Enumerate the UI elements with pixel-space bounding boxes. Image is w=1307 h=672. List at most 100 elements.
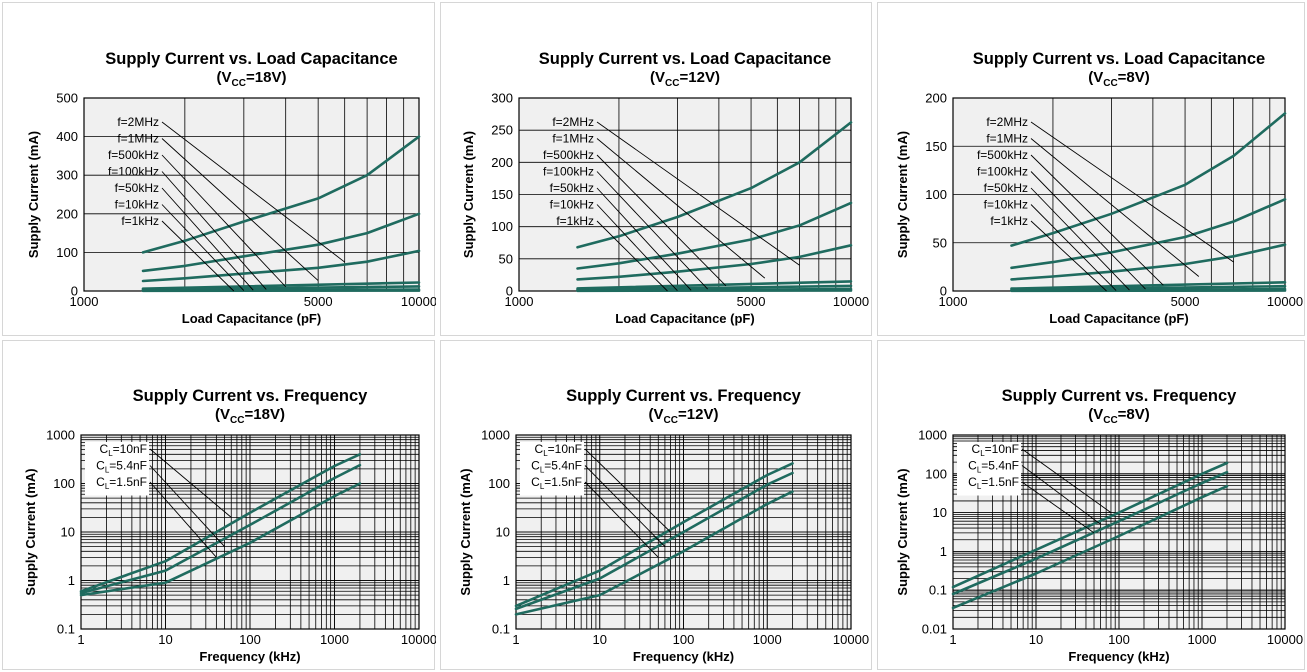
subtitle-prefix: (V [649,406,664,423]
legend-label-prefix: C [535,442,544,456]
legend-label-prefix: C [100,442,109,456]
legend-label: f=2MHz [552,115,594,129]
subtitle-subscript: CC [1103,78,1117,89]
chart-title: Supply Current vs. Load Capacitance [105,50,398,68]
chart-panel-2: Supply Current vs. Load Capacitance (VCC=… [440,2,872,336]
legend-label-suffix: =10nF [548,442,582,456]
legend-leader-line [596,204,678,291]
series-line-3 [79,482,362,597]
legend-leader-line [161,171,267,290]
legend-label: f=500kHz [977,148,1028,162]
legend-label: f=500kHz [108,148,159,162]
x-tick-label: 10000 [1267,294,1303,309]
y-axis-label: Supply Current (mA) [461,131,476,258]
y-axis-label: Supply Current (mA) [458,468,473,595]
series-line-1 [79,453,362,593]
chart-svg: Supply Current vs. Load Capacitance(VCC=… [26,50,436,326]
y-tick-label: 100 [491,219,513,234]
y-tick-label: 200 [56,206,78,221]
legend-label: CL=10nF [100,442,147,458]
gridlines [84,98,419,291]
legend-leader-line [161,220,235,292]
legend-leader-line [584,448,671,533]
series-line-2 [514,471,794,611]
legend-leader-line [596,187,692,291]
legend-label: f=10kHz [984,198,1028,212]
series-line-1 [514,462,794,608]
y-tick-label: 150 [925,139,947,154]
series-line-3 [1010,243,1287,281]
y-tick-label: 100 [488,476,510,491]
x-tick-label: 100 [1108,632,1130,647]
legend-leader-line [584,465,666,547]
x-tick-label: 10000 [1267,632,1303,647]
legend-label: CL=10nF [972,442,1019,458]
legend-label-prefix: C [968,475,977,489]
subtitle-prefix: (V [650,69,665,86]
plot-area [84,98,419,291]
x-axis-label: Frequency (kHz) [199,649,300,664]
y-tick-label: 0 [71,284,78,299]
legend-leader-line [1021,481,1095,534]
legend-label-prefix: C [96,475,105,489]
legend-label-subscript: L [977,466,982,475]
subtitle-subscript: CC [1103,415,1117,426]
series-line-2 [1010,198,1287,270]
chart-svg: Supply Current vs. Load Capacitance(VCC=… [895,50,1303,326]
y-tick-label: 10 [933,505,947,520]
chart-panel-3: Supply Current vs. Load Capacitance (VCC=… [877,2,1305,336]
chart-subtitle: (VCC=18V) [217,69,287,89]
y-tick-label: 10 [496,525,510,540]
y-tick-label: 0.01 [922,622,947,637]
series-line-1 [951,461,1229,589]
x-axis-label: Load Capacitance (pF) [1049,311,1188,326]
x-tick-label: 5000 [737,294,766,309]
subtitle-suffix: =12V) [678,406,718,423]
legend-label: CL=1.5nF [96,475,147,491]
x-axis-label: Load Capacitance (pF) [182,311,321,326]
legend-label-subscript: L [977,482,982,491]
legend-leader-line [584,481,659,558]
subtitle-subscript: CC [232,78,246,89]
chart-panel-4: Supply Current vs. Frequency (VCC=18V) 1 10… [2,340,436,670]
x-tick-label: 1000 [1188,632,1217,647]
chart-title: Supply Current vs. Load Capacitance [973,50,1266,68]
plot-frame [952,434,1286,630]
x-tick-label: 1000 [939,294,968,309]
legend-label: f=2MHz [986,115,1028,129]
legend-label: f=100kHz [543,165,594,179]
plot-frame [80,434,420,630]
x-tick-label: 1000 [70,294,99,309]
legend-box [957,442,1021,496]
chart-panel-1: Supply Current vs. Load Capacitance (VCC=… [2,2,436,336]
y-axis-label: Supply Current (mA) [23,468,38,595]
x-axis-label: Load Capacitance (pF) [615,311,754,326]
x-tick-label: 1 [77,632,84,647]
legend-label: f=1kHz [990,214,1028,228]
y-tick-label: 100 [925,187,947,202]
legend-label-prefix: C [972,442,981,456]
legend-leader-line [596,138,766,279]
x-tick-label: 100 [673,632,695,647]
series-line-4 [1010,281,1287,290]
x-axis-label: Frequency (kHz) [633,649,734,664]
legend-label: CL=5.4nF [96,459,147,475]
x-tick-label: 10000 [833,632,869,647]
legend-leader-line [161,121,345,263]
x-tick-label: 1000 [753,632,782,647]
legend-leader-line [596,220,668,292]
y-axis-label: Supply Current (mA) [895,468,910,595]
y-tick-label: 0.1 [57,622,75,637]
y-tick-label: 200 [925,91,947,106]
x-tick-label: 100 [239,632,261,647]
y-tick-label: 1000 [918,428,947,443]
x-tick-label: 5000 [304,294,333,309]
x-tick-label: 10 [1029,632,1043,647]
series-line-1 [576,121,853,249]
legend-label-prefix: C [96,459,105,473]
y-tick-label: 250 [491,123,513,138]
series-line-2 [951,470,1229,596]
legend-label: f=50kHz [115,181,159,195]
y-tick-label: 300 [491,91,513,106]
series-line-2 [576,201,853,270]
